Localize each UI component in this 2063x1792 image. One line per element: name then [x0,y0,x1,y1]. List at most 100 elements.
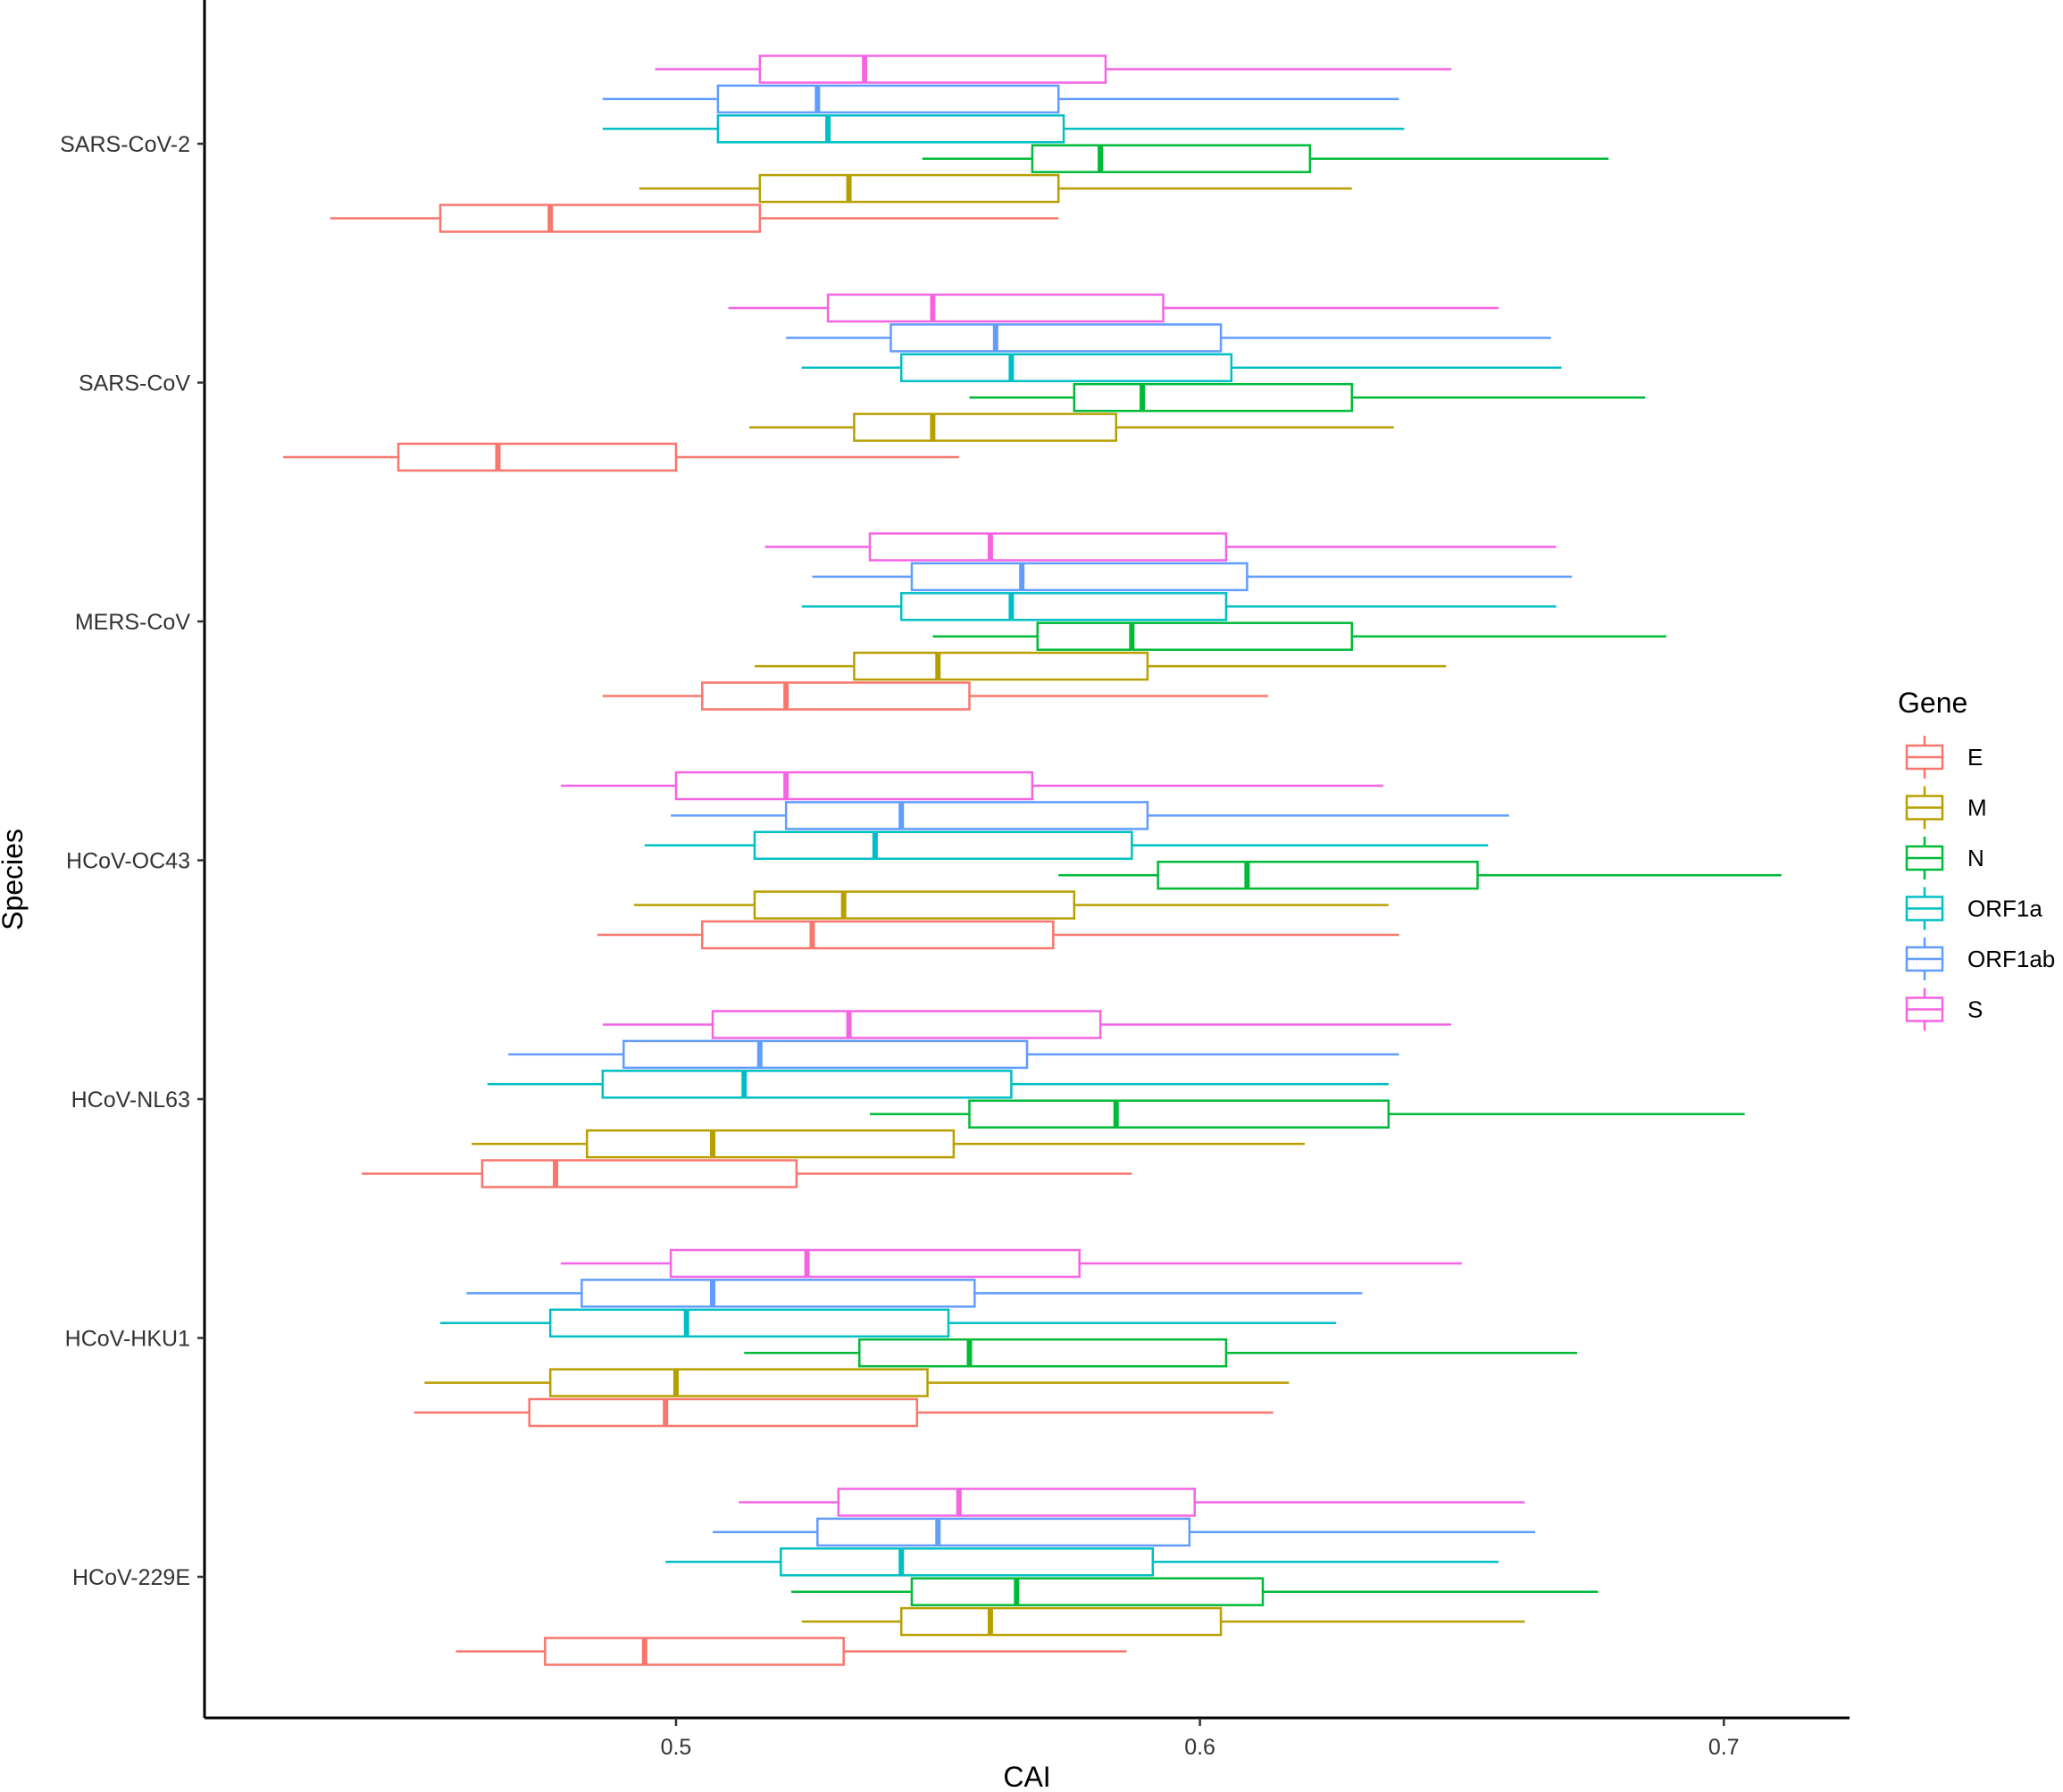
iqr-box [826,293,1165,323]
box-hcov-oc43-n [1058,860,1782,890]
x-axis-ticks: 0.5 0.6 0.7 [661,1718,1740,1760]
iqr-box [753,890,1076,920]
iqr-box [1031,144,1312,173]
iqr-box [548,1368,929,1397]
iqr-box [816,1517,1191,1547]
y-axis-title: Species [0,829,29,930]
box-sars-cov-2-orf1a [602,114,1405,144]
iqr-box [544,1637,845,1666]
box-hcov-hku1-s [560,1248,1462,1279]
iqr-box [890,323,1223,353]
box-hcov-229e-s [739,1488,1525,1517]
x-tick-label: 0.6 [1184,1735,1215,1760]
legend-item-e: E [1905,736,1983,779]
box-hcov-oc43-e [597,920,1399,950]
box-sars-cov-orf1a [801,353,1562,383]
iqr-box [1073,382,1353,413]
box-mers-cov-m [754,651,1447,681]
iqr-box [716,114,1065,144]
box-hcov-hku1-e [413,1397,1274,1428]
iqr-box [837,1488,1196,1517]
box-mers-cov-orf1a [801,592,1557,621]
legend-label-orf1ab: ORF1ab [1967,946,2055,972]
iqr-box [480,1159,798,1188]
iqr-box [853,413,1117,442]
iqr-box [548,1308,950,1338]
iqr-box [780,1547,1155,1577]
iqr-box [758,173,1060,204]
iqr-box [711,1010,1102,1039]
box-sars-cov-orf1ab [786,323,1551,353]
iqr-box [899,353,1233,383]
iqr-box [753,830,1133,861]
legend-label-m: M [1967,795,1987,821]
legend-item-orf1a: ORF1a [1905,887,2042,930]
box-sars-cov-s [728,293,1499,323]
legend-item-orf1ab: ORF1ab [1905,938,2055,980]
legend-item-m: M [1905,786,1987,829]
legend-label-orf1a: ORF1a [1967,896,2042,922]
legend: Gene EMN ORF1a ORF1ab S [1898,687,2055,1031]
box-mers-cov-n [932,621,1666,651]
iqr-box [601,1070,1013,1099]
legend-label-e: E [1967,744,1983,771]
iqr-box [853,651,1149,681]
box-hcov-229e-orf1ab [713,1517,1536,1547]
y-tick-label-mers-cov: MERS-CoV [75,610,191,635]
box-sars-cov-2-m [639,173,1352,204]
box-hcov-oc43-orf1ab [671,801,1509,830]
box-hcov-nl63-m [472,1129,1305,1159]
iqr-box [438,204,762,233]
box-hcov-nl63-e [361,1159,1132,1188]
iqr-box [622,1039,1029,1070]
box-hcov-hku1-n [744,1338,1577,1368]
y-axis-ticks: SARS-CoV-2 SARS-CoV MERS-CoV HCoV-OC43 HCoV-… [60,132,205,1590]
iqr-box [701,920,1055,950]
iqr-box [701,681,971,711]
box-hcov-nl63-n [870,1099,1745,1129]
iqr-box [968,1099,1391,1129]
plot-panel: SARS-CoV-2 SARS-CoV MERS-CoV HCoV-OC43 HCoV-… [60,0,1850,1760]
box-hcov-hku1-m [424,1368,1290,1397]
y-tick-label-hcov-hku1: HCoV-HKU1 [65,1327,190,1352]
box-hcov-nl63-s [602,1010,1452,1039]
iqr-box [899,592,1228,621]
iqr-box [674,771,1034,801]
iqr-box [758,54,1107,84]
iqr-box [397,442,678,472]
box-mers-cov-orf1ab [812,562,1573,592]
iqr-box [528,1397,919,1428]
iqr-box [899,1606,1223,1637]
iqr-box [858,1338,1228,1368]
x-axis-title: CAI [1003,1761,1050,1792]
x-tick-label: 0.7 [1708,1735,1740,1760]
legend-item-n: N [1905,837,1984,879]
box-mers-cov-s [764,532,1557,562]
legend-item-s: S [1905,988,1983,1031]
box-hcov-229e-n [791,1577,1599,1606]
y-tick-label-sars-cov: SARS-CoV [79,371,190,396]
box-mers-cov-e [602,681,1268,711]
box-hcov-oc43-s [560,771,1383,801]
legend-label-s: S [1967,996,1983,1023]
x-tick-label: 0.5 [661,1735,692,1760]
iqr-box [784,801,1149,830]
y-tick-label-hcov-nl63: HCoV-NL63 [71,1088,190,1113]
box-sars-cov-2-n [922,144,1609,173]
box-sars-cov-2-orf1ab [602,84,1399,114]
iqr-box [585,1129,956,1159]
box-hcov-oc43-m [634,890,1389,920]
box-sars-cov-2-s [655,54,1452,84]
box-hcov-oc43-orf1a [644,830,1489,861]
iqr-box [868,532,1228,562]
y-tick-label-sars-cov-2: SARS-CoV-2 [60,132,190,157]
y-tick-label-hcov-oc43: HCoV-OC43 [66,849,190,874]
boxes-layer [282,54,1782,1666]
iqr-box [580,1279,976,1308]
box-hcov-nl63-orf1ab [508,1039,1399,1070]
box-sars-cov-e [282,442,959,472]
legend-title: Gene [1898,687,1967,719]
iqr-box [1036,621,1353,651]
box-sars-cov-n [969,382,1646,413]
